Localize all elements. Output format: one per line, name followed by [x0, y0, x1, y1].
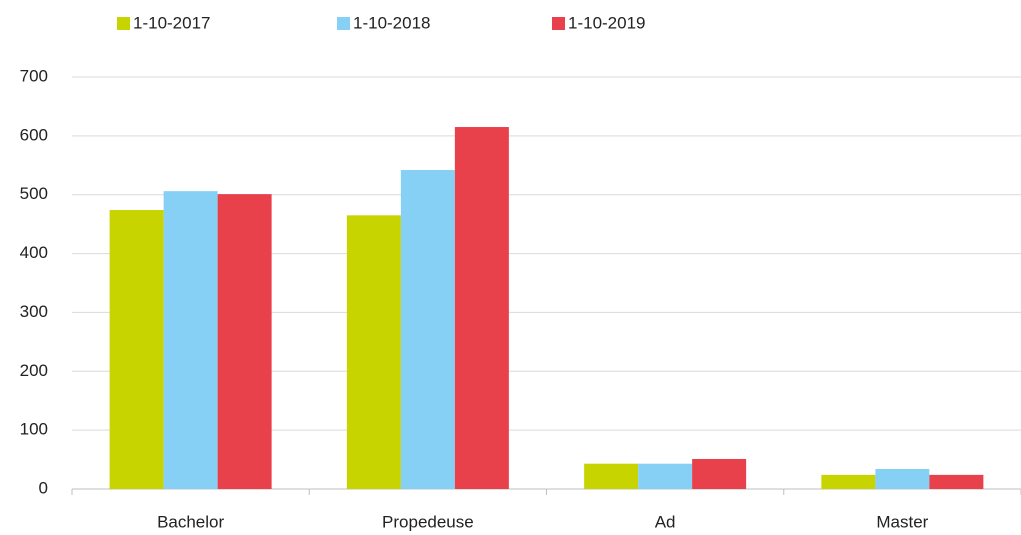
x-tick-label: Ad — [655, 512, 676, 531]
bar — [929, 474, 984, 489]
bar — [346, 215, 401, 490]
bar — [821, 474, 876, 489]
bar — [454, 127, 509, 490]
y-tick-label: 0 — [39, 478, 48, 497]
legend-swatch — [552, 17, 565, 30]
y-tick-label: 600 — [20, 125, 48, 144]
y-tick-label: 200 — [20, 361, 48, 380]
y-tick-label: 400 — [20, 243, 48, 262]
bar — [692, 458, 747, 489]
x-tick-label: Master — [876, 512, 928, 531]
x-tick-label: Bachelor — [157, 512, 224, 531]
bar — [584, 463, 639, 489]
legend-label: 1-10-2019 — [568, 13, 646, 32]
legend-swatch — [337, 17, 350, 30]
legend-label: 1-10-2017 — [133, 13, 211, 32]
bar — [163, 191, 218, 489]
y-tick-label: 300 — [20, 302, 48, 321]
y-tick-label: 700 — [20, 66, 48, 85]
legend-swatch — [117, 17, 130, 30]
bar — [875, 468, 930, 489]
bar — [217, 194, 272, 489]
bar — [400, 169, 455, 489]
y-tick-label: 500 — [20, 184, 48, 203]
legend-label: 1-10-2018 — [353, 13, 431, 32]
bar — [638, 463, 693, 489]
y-tick-label: 100 — [20, 420, 48, 439]
x-tick-label: Propedeuse — [382, 512, 474, 531]
bar — [109, 210, 164, 489]
